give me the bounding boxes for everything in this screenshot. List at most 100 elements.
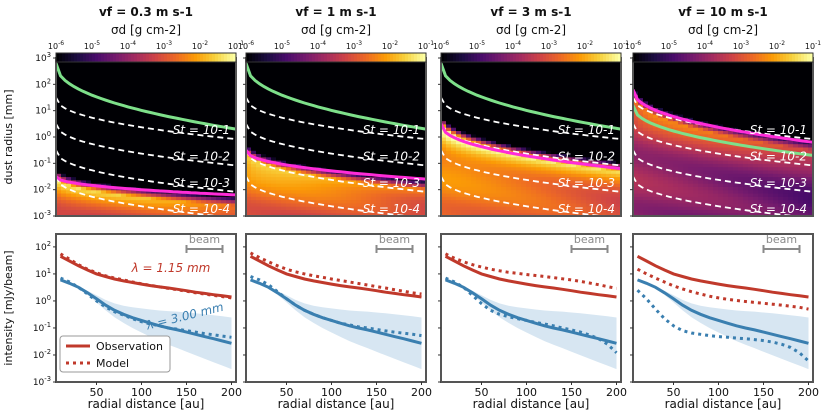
legend: Observation Model [59,335,171,373]
y-tick-label: 102 [35,77,51,90]
y-tick-label: 102 [35,240,51,253]
colorbar-tick: 10-1 [418,40,434,51]
colorbar-tick: 10-3 [346,40,362,51]
y-tick-label: 100 [35,294,51,307]
colorbar-tick: 10-1 [805,40,821,51]
series-line-3 [249,278,422,345]
x-tick-label: 50 [90,386,104,399]
y-axis-label: intensity [mJy/beam] [2,250,15,365]
colorbar-tick: 10-6 [238,40,254,51]
fragmentation-line [633,88,813,144]
st-label-2: St = 10-2 [750,149,807,163]
st-label-1: St = 10-1 [173,123,230,137]
x-tick-label: 200 [411,386,432,399]
x-tick-label: 200 [221,386,242,399]
colorbar-tick: 10-4 [310,40,326,51]
colorbar-3: 10-6 10-5 10-4 10-3 10-2 10-1 [433,40,629,63]
y-tick-label: 10-3 [33,209,51,222]
x-axis-label: radial distance [au] [665,397,782,411]
x-axis-label: radial distance [au] [88,397,205,411]
y-tick-label: 101 [35,267,51,280]
series-line-2 [636,267,809,311]
x-tick-label: 100 [321,386,342,399]
x-tick-label: 150 [366,386,387,399]
colorbar-tick: 10-3 [733,40,749,51]
colorbar-label: σd [g cm-2] [111,23,181,37]
st-label-4: St = 10-4 [558,202,615,216]
intensity-panel-3: beam 50 100 150 200 radial distance [au] [438,233,627,411]
x-tick-label: 150 [753,386,774,399]
fragmentation-line [246,149,426,181]
intensity-frame [55,233,237,383]
y-tick-label: 10-1 [33,321,51,334]
series-line-4 [59,276,232,339]
y-tick-label: 10-2 [33,183,51,196]
colorbar-tick: 10-6 [625,40,641,51]
x-tick-label: 200 [606,386,627,399]
drift-line [633,104,813,157]
heatmap-panel-3: St = 10-1 St = 10-2 St = 10-3 St = 10-4 10-6… [433,5,629,217]
legend-model-label: Model [96,357,129,370]
colorbar-tick: 10-2 [382,40,398,51]
x-tick-label: 200 [798,386,819,399]
panel-title: vf = 10 m s-1 [678,5,767,19]
band-label-1: λ = 1.15 mm [131,261,211,275]
colorbar-tick: 10-2 [192,40,208,51]
st-label-3: St = 10-3 [558,176,615,190]
colorbar-tick: 10-6 [48,40,64,51]
y-tick-label: 100 [35,130,51,143]
st-label-3: St = 10-3 [363,176,420,190]
drift-line [56,62,236,131]
beam-label: beam [766,233,797,246]
x-axis-label: radial distance [au] [473,397,590,411]
y-tick-label: 10-3 [33,375,51,388]
colorbar-tick: 10-5 [469,40,485,51]
st-label-2: St = 10-2 [363,149,420,163]
colorbar-2: 10-6 10-5 10-4 10-3 10-2 10-1 [238,40,434,63]
colorbar-tick: 10-4 [505,40,521,51]
y-tick-label: 103 [35,51,51,64]
st-label-2: St = 10-2 [558,149,615,163]
colorbar-4: 10-6 10-5 10-4 10-3 10-2 10-1 [625,40,821,63]
fragmentation-line [441,123,621,171]
series-line-1 [249,254,422,299]
intensity-panel-2: beam 50 100 150 200 radial distance [au] [243,233,432,411]
colorbar-label: σd [g cm-2] [688,23,758,37]
colorbar-label: σd [g cm-2] [496,23,566,37]
series-line-3 [636,278,809,345]
series-line-1 [636,254,809,299]
st-label-4: St = 10-4 [173,202,230,216]
x-tick-label: 150 [561,386,582,399]
colorbar-label: σd [g cm-2] [301,23,371,37]
intensity-frame [245,233,427,383]
st-label-1: St = 10-1 [558,123,615,137]
intensity-panel-1: beam 50 100 150 200 radial distance [au] 10-3 1… [2,233,242,411]
series-line-4 [444,276,618,354]
series-line-2 [444,252,617,290]
x-tick-label: 50 [280,386,294,399]
colorbar-tick: 10-3 [156,40,172,51]
colorbar-tick: 10-2 [577,40,593,51]
x-tick-label: 50 [475,386,489,399]
colorbar-tick: 10-4 [697,40,713,51]
colorbar-tick: 10-6 [433,40,449,51]
intensity-frame [632,233,814,383]
heatmap-panel-4: St = 10-1 St = 10-2 St = 10-3 St = 10-4 10-6… [625,5,821,217]
st-label-2: St = 10-2 [173,149,230,163]
drift-line [441,62,621,131]
x-tick-label: 100 [708,386,729,399]
panel-title: vf = 3 m s-1 [490,5,571,19]
x-tick-label: 100 [131,386,152,399]
y-tick-label: 101 [35,104,51,117]
drift-line [246,62,426,131]
colorbar-tick: 10-5 [84,40,100,51]
heatmap-panel-1: St = 10-1 St = 10-2 St = 10-3 St = 10-4 10-6… [2,5,244,222]
colorbar-1: 10-6 10-5 10-4 10-3 10-2 10-1 [48,40,244,63]
series-line-2 [59,252,232,300]
st-label-4: St = 10-4 [363,202,420,216]
series-line-1 [444,254,617,299]
st-label-3: St = 10-3 [750,176,807,190]
colorbar-tick: 10-1 [228,40,244,51]
series-line-4 [249,275,422,338]
